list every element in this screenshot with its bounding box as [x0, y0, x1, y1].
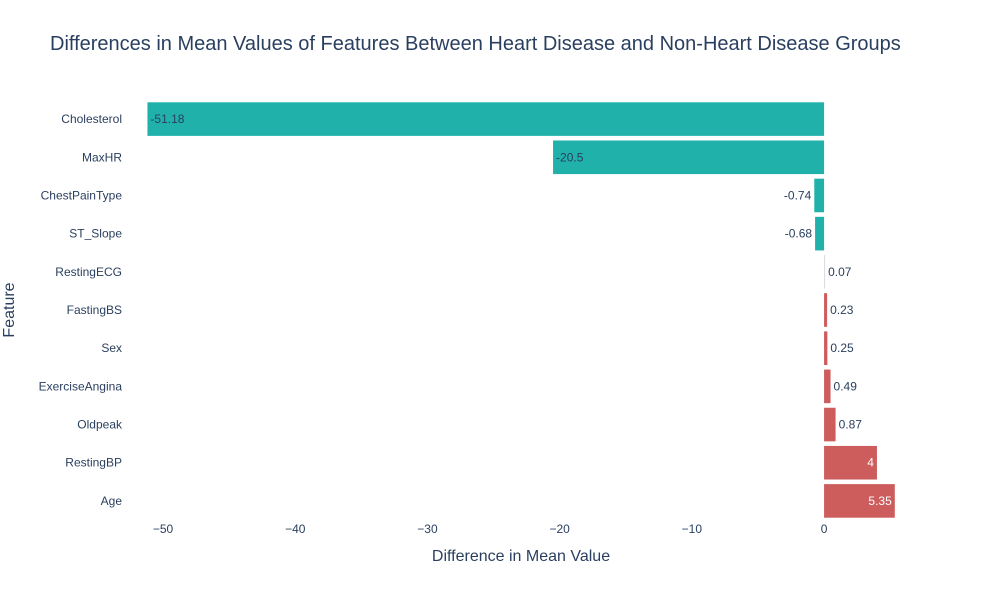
category-label: RestingBP	[65, 456, 122, 470]
chart-title: Differences in Mean Values of Features B…	[50, 33, 901, 55]
bar-maxhr	[553, 140, 825, 175]
data-label: -51.18	[150, 112, 184, 126]
category-label: Cholesterol	[61, 112, 122, 126]
data-label: 0.25	[830, 341, 854, 355]
category-label: Age	[101, 494, 123, 508]
x-tick-label: −20	[549, 522, 570, 536]
data-labels: -51.18 -20.5 -0.74 -0.68 0.07 0.23 0.25 0.49 0.8…	[150, 112, 892, 508]
bar-chestpaintype	[814, 178, 825, 213]
x-axis-title: Difference in Mean Value	[432, 548, 610, 565]
data-label: 0.87	[839, 418, 863, 432]
bar-oldpeak	[824, 407, 836, 442]
y-axis-title: Feature	[1, 282, 18, 337]
data-label: 5.35	[868, 494, 892, 508]
category-label: ST_Slope	[69, 227, 122, 241]
category-label: ExerciseAngina	[39, 379, 123, 393]
x-tick-label: 0	[821, 522, 828, 536]
x-tick-label: −40	[285, 522, 306, 536]
category-label: MaxHR	[82, 150, 122, 164]
category-label: Oldpeak	[77, 418, 123, 432]
bars-group	[147, 102, 895, 518]
category-label: FastingBS	[67, 303, 122, 317]
bar-fastingbs	[824, 293, 828, 327]
bar-restingbp	[824, 445, 877, 480]
data-label: 0.07	[828, 265, 852, 279]
x-tick-label: −50	[153, 522, 174, 536]
bar-age	[824, 484, 895, 518]
data-label: 0.49	[834, 379, 858, 393]
bar-st-slope	[815, 216, 825, 251]
category-label: ChestPainType	[41, 188, 123, 202]
bar-sex	[824, 331, 828, 365]
category-label: RestingECG	[55, 265, 122, 279]
data-label: -0.68	[785, 227, 813, 241]
category-label: Sex	[101, 341, 122, 355]
bar-exerciseangina	[824, 369, 831, 404]
data-label: 0.23	[830, 303, 854, 317]
bar-cholesterol	[147, 102, 825, 136]
category-labels: Cholesterol MaxHR ChestPainType ST_Slope Res…	[39, 112, 123, 508]
data-label: -20.5	[556, 150, 584, 164]
x-tick-label: −10	[682, 522, 703, 536]
x-axis-ticks: −50 −40 −30 −20 −10 0	[153, 522, 828, 536]
x-tick-label: −30	[417, 522, 438, 536]
bar-restingecg	[824, 255, 826, 289]
data-label: 4	[867, 456, 874, 470]
data-label: -0.74	[784, 188, 812, 202]
